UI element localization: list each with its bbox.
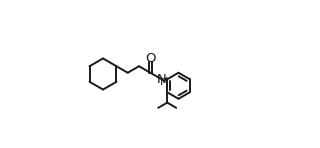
Text: O: O [145,52,156,65]
Text: H: H [160,77,168,87]
Text: N: N [157,73,167,86]
